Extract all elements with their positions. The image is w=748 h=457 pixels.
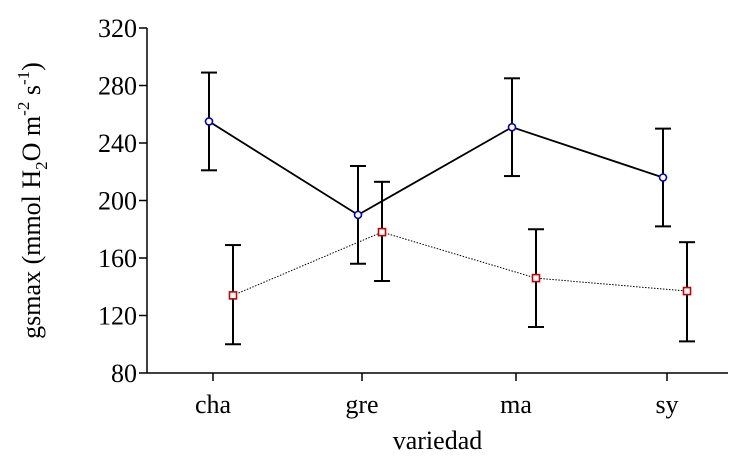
y-tick-label: 160 xyxy=(98,244,137,273)
y-axis-title: gsmax (mmol H2O m-2 s-1) xyxy=(14,62,51,339)
y-title-post: ) xyxy=(17,62,46,71)
axes xyxy=(146,28,728,374)
y-tick-label: 200 xyxy=(98,187,137,216)
data-point xyxy=(531,273,541,283)
x-tick-label: sy xyxy=(655,390,678,419)
data-point xyxy=(204,117,214,126)
x-tick-label: ma xyxy=(500,390,532,419)
data-point xyxy=(658,173,668,182)
y-tick-label: 280 xyxy=(98,72,137,101)
x-axis-title: variedad xyxy=(393,426,483,455)
y-tick-label: 80 xyxy=(111,359,137,388)
y-title-pre: gsmax (mmol H xyxy=(17,170,46,339)
y-ticks: 80 120 160 200 240 280 320 xyxy=(98,14,147,388)
x-ticks: cha gre ma sy xyxy=(195,373,679,419)
series-line xyxy=(232,231,688,296)
series-1 xyxy=(201,71,671,265)
y-title-sup1: -2 xyxy=(14,102,33,116)
x-tick-label: gre xyxy=(345,390,378,419)
series-layer xyxy=(201,71,695,346)
y-tick-label: 120 xyxy=(98,302,137,331)
y-title-mid2: s xyxy=(17,85,46,102)
y-tick-label: 320 xyxy=(98,14,137,43)
series-line xyxy=(208,120,664,216)
data-point xyxy=(353,210,363,220)
y-title-sup2: -1 xyxy=(14,71,33,85)
series-2 xyxy=(225,180,695,346)
y-title-sub: 2 xyxy=(32,161,51,170)
y-title-mid: O m xyxy=(17,116,46,162)
data-point xyxy=(377,227,387,237)
y-tick-label: 240 xyxy=(98,129,137,158)
data-point xyxy=(507,122,517,132)
data-point xyxy=(682,286,692,296)
x-tick-label: cha xyxy=(195,390,232,419)
data-point xyxy=(228,291,238,300)
